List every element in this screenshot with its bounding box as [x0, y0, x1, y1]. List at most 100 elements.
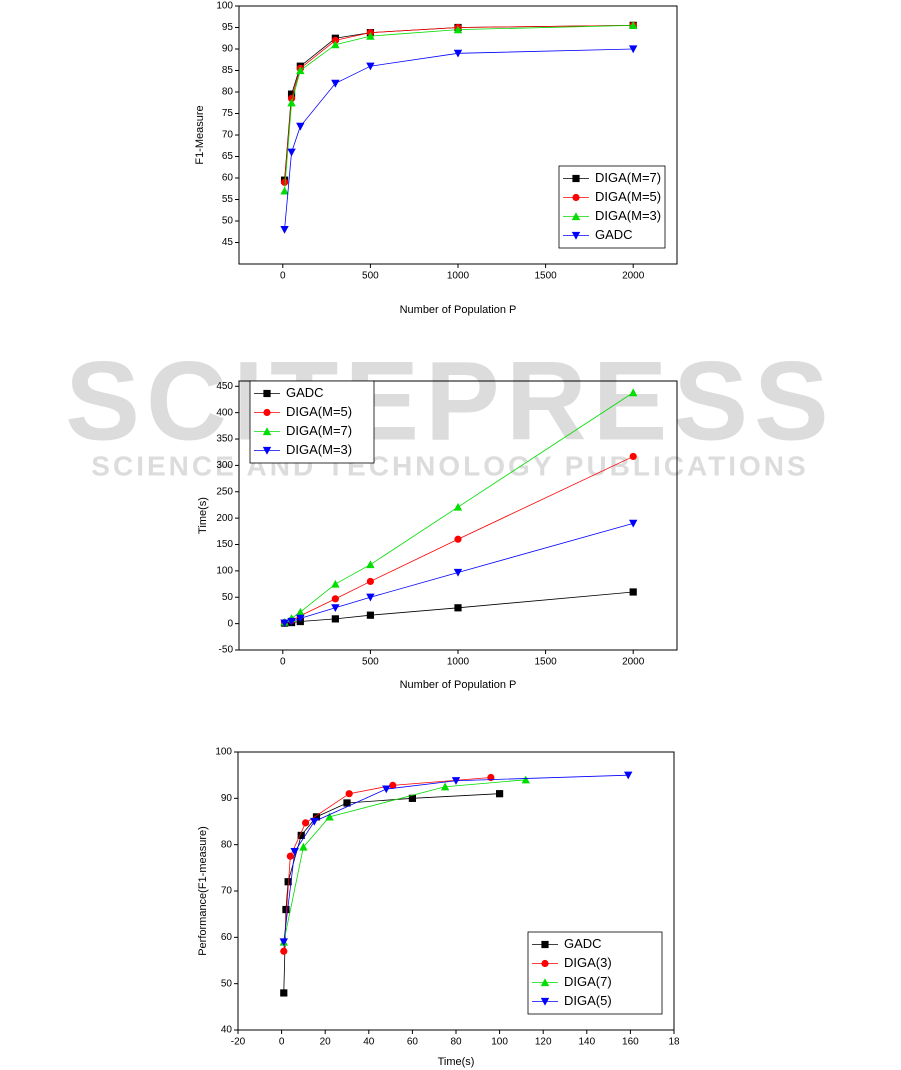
y-tick-label: 65 [222, 151, 234, 162]
marker [310, 817, 319, 826]
y-tick-label: 0 [227, 618, 233, 629]
marker [280, 947, 288, 955]
x-tick-label: 2000 [622, 271, 645, 282]
marker [287, 98, 296, 107]
x-tick-label: 160 [622, 1037, 639, 1048]
legend-label: DIGA(M=3) [595, 208, 661, 223]
y-tick-label: 100 [216, 566, 233, 577]
marker [382, 785, 391, 794]
marker [454, 535, 462, 543]
marker [521, 775, 530, 784]
x-tick-label: 40 [363, 1037, 375, 1048]
marker [331, 615, 339, 623]
y-tick-label: 50 [221, 978, 233, 989]
marker [453, 502, 463, 511]
x-tick-label: 140 [578, 1037, 595, 1048]
marker [496, 790, 504, 798]
marker [366, 611, 374, 619]
legend-marker [263, 389, 271, 398]
y-tick-label: 50 [222, 216, 234, 227]
x-tick-label: 1500 [534, 657, 557, 668]
marker [312, 813, 321, 821]
y-tick-label: 60 [222, 173, 234, 184]
marker [287, 148, 296, 157]
marker [629, 452, 637, 461]
y-tick-label: 200 [216, 513, 233, 524]
legend-marker [540, 997, 550, 1006]
legend-label: DIGA(M=3) [286, 442, 352, 457]
marker [366, 593, 375, 602]
marker [454, 604, 462, 612]
legend-marker [262, 446, 272, 455]
x-axis-label: Time(s) [438, 1056, 475, 1068]
legend-label: DIGA(M=7) [286, 423, 352, 438]
marker [366, 577, 374, 586]
legend-label: DIGA(5) [564, 993, 612, 1008]
marker [629, 21, 638, 29]
marker [290, 848, 299, 856]
marker [331, 579, 340, 588]
y-tick-label: 80 [222, 87, 234, 98]
y-tick-label: 100 [215, 747, 232, 758]
series-line [283, 777, 491, 952]
x-tick-label: 1000 [447, 271, 470, 282]
marker [408, 794, 416, 802]
marker [451, 777, 461, 785]
legend-marker [541, 940, 549, 949]
y-axis-label: Time(s) [197, 497, 209, 534]
marker [366, 31, 375, 40]
x-tick-label: 0 [279, 1037, 285, 1048]
x-tick-label: 18 [668, 1037, 680, 1048]
y-tick-label: 70 [221, 886, 233, 897]
marker [629, 388, 638, 397]
x-tick-label: 100 [491, 1037, 508, 1048]
legend-marker [571, 231, 581, 240]
legend-label: DIGA(M=5) [595, 189, 661, 204]
legend-label: DIGA(7) [564, 974, 612, 989]
y-tick-label: 90 [222, 44, 234, 55]
marker [301, 819, 310, 827]
x-tick-label: 500 [362, 657, 379, 668]
marker [331, 40, 340, 49]
marker [389, 781, 397, 789]
legend-marker [540, 978, 550, 987]
y-tick-label: 55 [222, 194, 234, 205]
x-tick-label: 80 [450, 1037, 462, 1048]
marker [297, 831, 305, 839]
marker [440, 782, 450, 791]
x-tick-label: 500 [362, 271, 379, 282]
marker [280, 989, 288, 997]
y-tick-label: 300 [216, 460, 233, 471]
legend-box [527, 931, 663, 1015]
marker [331, 595, 339, 603]
legend-label: DIGA(M=5) [286, 404, 352, 419]
legend-label: DIGA(M=7) [595, 170, 661, 185]
series-line [283, 774, 629, 943]
legend-label: GADC [564, 936, 602, 951]
x-tick-label: 0 [280, 271, 286, 282]
legend-marker [572, 174, 580, 183]
marker [366, 62, 375, 71]
marker [453, 25, 463, 34]
legend-marker [541, 959, 549, 968]
x-axis-label: Number of Population P [400, 304, 517, 316]
y-tick-label: 95 [222, 22, 234, 33]
series-line [284, 24, 634, 181]
y-tick-label: 100 [216, 1, 233, 12]
legend-label: DIGA(3) [564, 955, 612, 970]
legend-marker [263, 408, 271, 417]
y-axis-label: F1-Measure [194, 105, 206, 164]
series-line [283, 779, 526, 943]
y-axis-label: Performance(F1-measure) [197, 826, 209, 956]
marker [629, 588, 637, 596]
marker [629, 45, 638, 54]
x-tick-label: 1500 [534, 271, 557, 282]
y-tick-label: 250 [216, 486, 233, 497]
series-line [283, 793, 500, 993]
marker [280, 186, 289, 195]
y-tick-label: 70 [222, 130, 234, 141]
marker [296, 122, 305, 131]
x-tick-label: 2000 [622, 657, 645, 668]
y-tick-label: 450 [216, 381, 233, 392]
